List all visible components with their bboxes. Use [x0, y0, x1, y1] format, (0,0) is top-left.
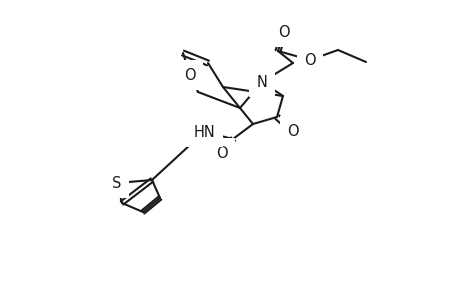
Text: HN: HN	[194, 124, 215, 140]
Text: O: O	[216, 146, 227, 160]
Text: N: N	[256, 74, 267, 89]
Text: O: O	[278, 25, 289, 40]
Text: S: S	[112, 176, 122, 190]
Text: O: O	[286, 124, 298, 139]
Text: O: O	[184, 68, 196, 82]
Text: O: O	[303, 52, 315, 68]
